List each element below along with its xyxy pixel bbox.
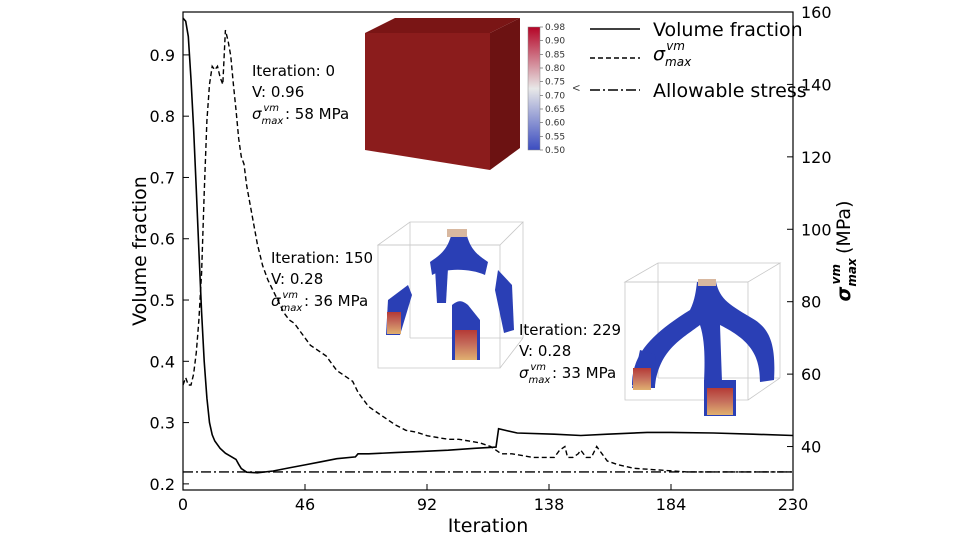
annotation-150-iteration: Iteration: 150	[271, 249, 373, 267]
x-tick-label: 46	[295, 495, 315, 514]
colorbar-tick-label: 0.50	[545, 146, 565, 156]
colorbar-tick-label: 0.60	[545, 119, 565, 129]
y-right-tick-label: 160	[801, 3, 832, 22]
plot-frame	[182, 11, 794, 491]
annotation-229-volume: V: 0.28	[519, 342, 571, 360]
top-blob	[430, 232, 488, 275]
colorbar-gradient	[527, 26, 541, 151]
cube-side-face	[490, 18, 520, 170]
inset-cube-iteration-0	[365, 18, 520, 170]
annotation-229-iteration: Iteration: 229	[519, 321, 621, 339]
annotation-iteration-0: Iteration: 0 V: 0.96 σmaxvm: 58 MPa	[252, 62, 349, 127]
colorbar-tick-label: 0.98	[545, 23, 565, 33]
x-tick-label: 230	[778, 495, 809, 514]
legend-label-sigma-max: σmaxvm	[653, 39, 692, 69]
y-right-tick-label: 40	[801, 438, 821, 457]
y-right-tick-label: 100	[801, 220, 832, 239]
colorbar-tick-label: 0.65	[545, 105, 565, 115]
legend: Volume fraction σmaxvm Allowable stress	[590, 19, 807, 102]
tree-trunk	[632, 282, 775, 385]
annotation-150-stress: σmaxvm: 36 MPa	[271, 290, 368, 314]
annotation-229-stress: σmaxvm: 33 MPa	[519, 362, 616, 386]
y-left-tick-label: 0.2	[150, 475, 175, 494]
y-right-tick-label: 140	[801, 75, 832, 94]
annotation-iteration-229: Iteration: 229 V: 0.28 σmaxvm: 33 MPa	[519, 321, 621, 386]
x-tick-label: 92	[417, 495, 437, 514]
annotation-iteration-150: Iteration: 150 V: 0.28 σmaxvm: 36 MPa	[271, 249, 373, 314]
y-left-axis-label: Volume fraction	[129, 176, 151, 326]
y-left-ticks: 0.2 0.3 0.4 0.5 0.6 0.7 0.8 0.9	[150, 46, 189, 494]
annotation-150-volume: V: 0.28	[271, 270, 323, 288]
y-right-tick-label: 120	[801, 148, 832, 167]
svg-text:σmaxvm(MPa): σmaxvm (MPa)	[829, 201, 859, 302]
y-left-tick-label: 0.9	[150, 46, 175, 65]
colorbar-label: V	[570, 85, 580, 92]
colorbar: 0.98 0.90 0.85 0.80 0.75 0.70 0.65 0.60 0.55 0.50…	[527, 23, 580, 156]
y-left-tick-label: 0.7	[150, 168, 175, 187]
y-right-sup: vm	[829, 264, 843, 284]
y-right-ticks: 40 60 80 100 120 140 160	[787, 3, 832, 457]
y-right-unit: (MPa)	[833, 201, 855, 254]
annotation-0-stress: σmaxvm: 58 MPa	[252, 103, 349, 127]
x-ticks: 0 46 92 138 184 230	[178, 484, 808, 514]
x-axis-label: Iteration	[448, 515, 529, 537]
colorbar-tick-label: 0.85	[545, 50, 565, 60]
series-line-volume-fraction	[182, 17, 794, 474]
x-tick-label: 0	[178, 495, 188, 514]
y-left-tick-label: 0.6	[150, 230, 175, 249]
y-left-tick-label: 0.4	[150, 352, 175, 371]
y-right-sub: max	[845, 257, 859, 287]
legend-label-volume-fraction: Volume fraction	[653, 19, 803, 41]
colorbar-tick-label: 0.80	[545, 64, 565, 74]
y-right-axis-label: σmaxvm (MPa)	[829, 201, 859, 302]
colorbar-tick-label: 0.75	[545, 78, 565, 88]
y-left-tick-label: 0.5	[150, 291, 175, 310]
cube-top-face	[365, 18, 520, 33]
y-right-sigma: σ	[833, 286, 855, 301]
series-lines	[182, 17, 794, 474]
inset-structure-iteration-150	[376, 221, 524, 369]
y-left-tick-label: 0.3	[150, 414, 175, 433]
colorbar-tick-label: 0.70	[545, 91, 565, 101]
colorbar-tick-label: 0.90	[545, 37, 565, 47]
series-line-sigma-max	[182, 29, 793, 473]
cube-front-face	[365, 33, 490, 170]
x-tick-label: 184	[656, 495, 687, 514]
colorbar-tick-label: 0.55	[545, 132, 565, 142]
legend-label-allowable-stress: Allowable stress	[653, 80, 807, 102]
inset-structure-iteration-229	[623, 262, 782, 416]
annotation-0-volume: V: 0.96	[252, 83, 304, 101]
y-right-tick-label: 80	[801, 293, 821, 312]
annotation-0-iteration: Iteration: 0	[252, 62, 335, 80]
y-right-tick-label: 60	[801, 365, 821, 384]
colorbar-ticks: 0.98 0.90 0.85 0.80 0.75 0.70 0.65 0.60 0.55 0.50	[540, 23, 565, 156]
x-tick-label: 138	[534, 495, 565, 514]
y-left-tick-label: 0.8	[150, 107, 175, 126]
